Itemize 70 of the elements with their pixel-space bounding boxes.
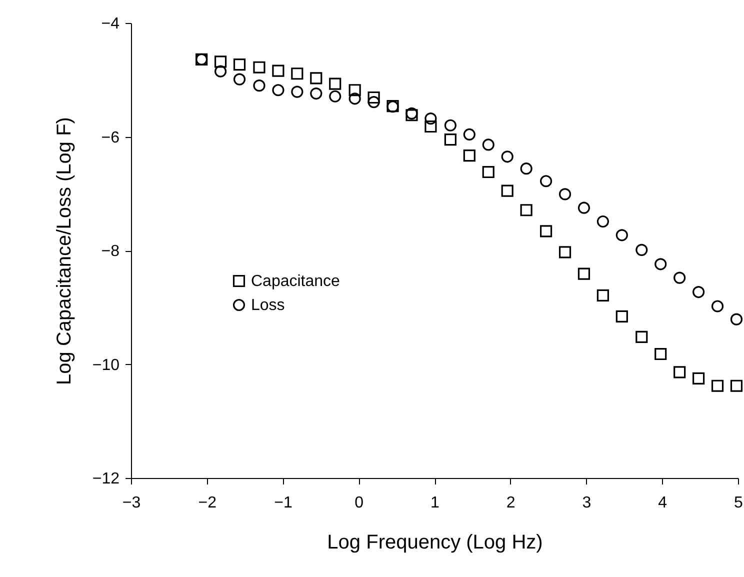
point [692,372,705,385]
point [272,64,284,77]
x-tick-label: −3 [122,494,141,512]
point [501,184,514,197]
y-tick-label: −12 [92,470,120,488]
x-tick-label: 5 [734,494,744,512]
point [520,204,532,216]
point [674,366,686,378]
y-tick-label: −4 [101,16,120,32]
point [540,225,552,238]
point [310,87,322,100]
point [674,272,686,284]
point [482,138,494,151]
point [291,68,304,80]
point [596,289,609,302]
point [329,90,342,102]
point [596,215,609,228]
point [253,80,266,92]
point [482,166,494,178]
x-axis-title: Log Frequency (Log Hz) [327,532,543,554]
point [540,175,552,188]
point [636,330,648,343]
point [233,73,246,86]
point [368,96,380,108]
point [444,119,456,132]
point [636,244,648,256]
point [424,112,437,125]
point [310,72,322,84]
x-tick-label: 3 [582,494,592,512]
y-tick-label: −8 [101,243,120,260]
point [730,380,743,392]
y-tick-label: −6 [101,129,120,146]
x-tick-label: 2 [506,494,516,512]
x-tick-label: −1 [274,494,292,512]
point [616,310,628,323]
point [520,162,532,175]
point [463,128,476,141]
x-tick-label: 0 [354,494,364,512]
y-tick-label: −10 [92,356,120,374]
point [368,91,380,104]
point [711,380,724,392]
point [253,61,266,74]
point [424,120,437,133]
point [654,258,667,270]
x-tick-label: −2 [198,494,217,512]
legend-label: Capacitance [251,273,340,290]
point [444,134,456,146]
point [616,229,628,242]
point [329,78,342,90]
point [214,65,227,78]
y-axis-title: Log Capacitance/Loss (Log F) [53,117,76,385]
x-tick-label: 1 [430,494,440,512]
point [214,56,227,68]
point [692,286,705,298]
point [348,84,361,96]
point [558,246,572,258]
point [730,313,743,326]
point [578,268,590,280]
legend-label: Loss [251,297,285,314]
point [578,202,590,214]
point [272,84,284,96]
x-tick-label: 4 [658,494,668,512]
point [233,58,246,71]
point [291,86,304,98]
point [348,92,361,105]
point [654,348,667,360]
point [463,149,476,162]
point [558,188,572,200]
point [711,300,724,312]
point [501,150,514,163]
